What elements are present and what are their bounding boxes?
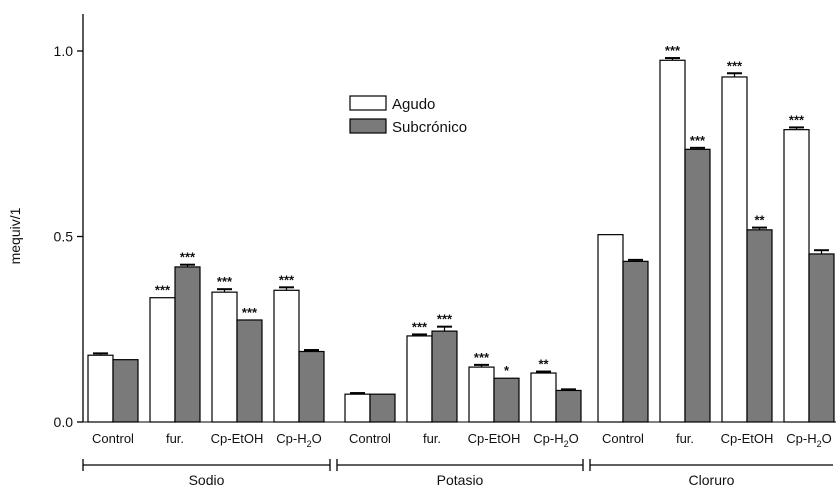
category-label: fur. — [166, 431, 184, 446]
significance-label: *** — [217, 274, 233, 289]
bar-cloruro-subcrónico — [808, 253, 835, 423]
bar-potasio-subcrónico — [431, 330, 458, 423]
significance-label: * — [504, 363, 510, 378]
category-label: Control — [602, 431, 644, 446]
y-tick-label: 0.5 — [54, 229, 74, 245]
group-label: Potasio — [437, 472, 484, 488]
significance-label: *** — [279, 272, 295, 287]
bar-potasio-subcrónico — [493, 377, 520, 423]
bar-sodio-agudo — [273, 289, 300, 423]
significance-label: *** — [437, 312, 453, 327]
bar-potasio-agudo — [406, 335, 433, 423]
category-label: fur. — [676, 431, 694, 446]
bar-sodio-subcrónico — [112, 359, 139, 423]
category-label: Cp-EtOH — [211, 431, 264, 446]
significance-label: *** — [789, 112, 805, 127]
category-label: Cp-EtOH — [721, 431, 774, 446]
group-label: Sodio — [189, 472, 225, 488]
group-label: Cloruro — [689, 472, 735, 488]
bar-sodio-agudo — [87, 354, 114, 423]
significance-label: ** — [754, 213, 765, 228]
category-label: Cp-EtOH — [468, 431, 521, 446]
legend-label: Agudo — [392, 96, 435, 113]
y-tick-label: 1.0 — [54, 43, 74, 59]
bar-sodio-subcrónico — [298, 350, 325, 423]
significance-label: *** — [180, 250, 196, 265]
significance-label: *** — [665, 43, 681, 58]
bar-cloruro-subcrónico — [622, 260, 649, 423]
category-label: Cp-H2O — [786, 431, 831, 449]
significance-label: *** — [690, 133, 706, 148]
significance-label: *** — [474, 350, 490, 365]
bar-potasio-subcrónico — [369, 393, 396, 423]
bar-cloruro-agudo — [659, 59, 686, 423]
bar-sodio-agudo — [211, 291, 238, 423]
category-label: Control — [92, 431, 134, 446]
bar-potasio-agudo — [530, 372, 557, 423]
category-label: fur. — [423, 431, 441, 446]
bars — [87, 57, 835, 423]
legend: Agudo Subcrónico — [349, 95, 467, 136]
legend-label: Subcrónico — [392, 119, 467, 136]
bar-potasio-agudo — [344, 393, 371, 423]
significance-label: *** — [412, 319, 428, 334]
bar-sodio-subcrónico — [236, 319, 263, 423]
axes: 0.0 0.5 1.0 mequiv/1 — [7, 14, 836, 471]
significance-label: *** — [727, 58, 743, 73]
bar-cloruro-agudo — [721, 76, 748, 423]
bar-sodio-subcrónico — [174, 266, 201, 423]
significance-label: ** — [538, 357, 549, 372]
category-label: Cp-H2O — [276, 431, 321, 449]
category-label: Cp-H2O — [533, 431, 578, 449]
legend-swatch — [349, 118, 387, 134]
y-axis-title: mequiv/1 — [7, 207, 23, 264]
labels: Control******fur.******Cp-EtOH***Cp-H2OS… — [92, 43, 832, 488]
bar-cloruro-subcrónico — [746, 229, 773, 423]
legend-swatch — [349, 95, 387, 111]
bar-cloruro-subcrónico — [684, 148, 711, 423]
bar-cloruro-agudo — [597, 234, 624, 423]
significance-label: *** — [155, 283, 171, 298]
y-tick-label: 0.0 — [54, 414, 74, 430]
bar-potasio-agudo — [468, 366, 495, 423]
bar-potasio-subcrónico — [555, 389, 582, 423]
bar-sodio-agudo — [149, 297, 176, 423]
category-label: Control — [349, 431, 391, 446]
significance-label: *** — [242, 305, 258, 320]
bar-cloruro-agudo — [783, 129, 810, 423]
